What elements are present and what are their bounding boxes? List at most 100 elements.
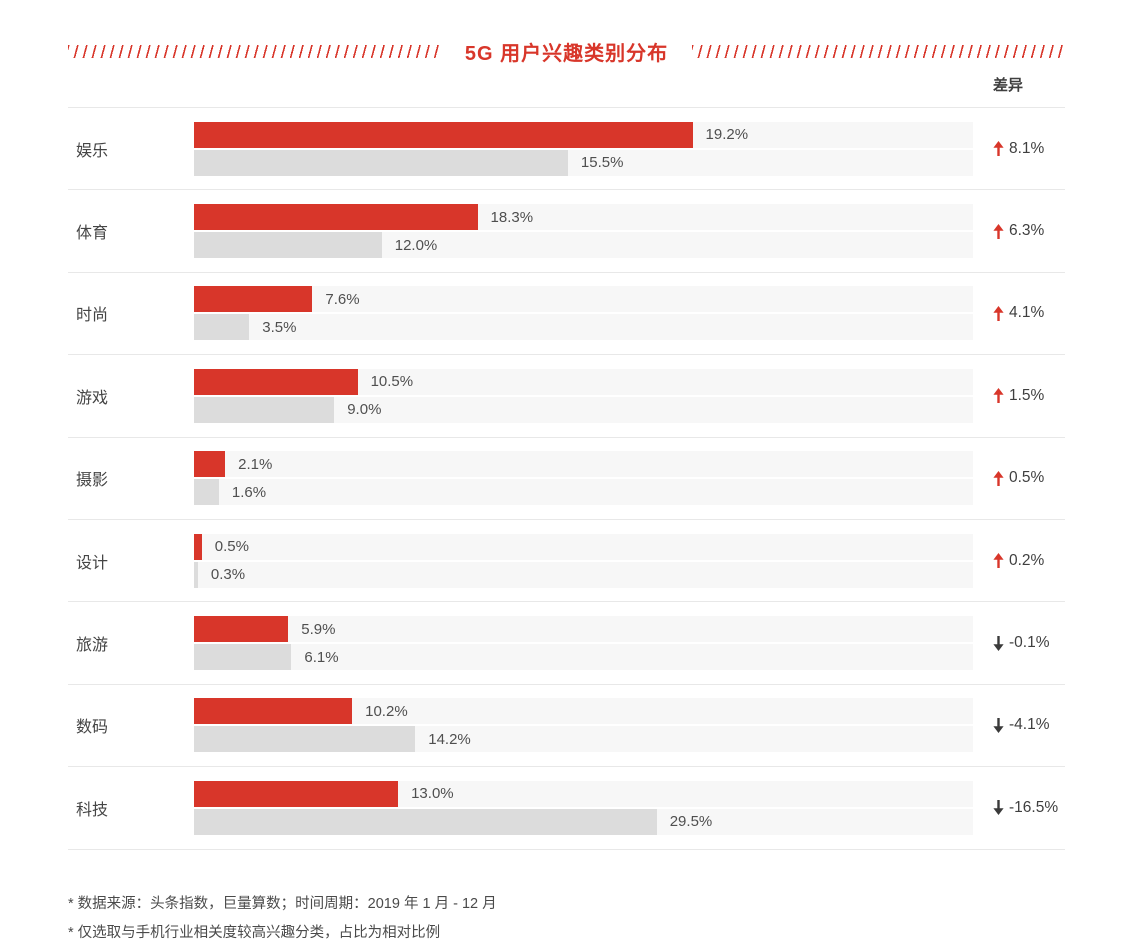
category-label: 娱乐 [76,142,109,160]
bar-track: 18.3% 12.0% [194,204,973,259]
gray-bar [194,644,292,671]
gray-bar [194,396,335,423]
gray-bar [194,149,568,176]
footnote-source: * 数据来源：头条指数，巨量算数；时间周期：2019 年 1 月 - 12 月 [68,895,497,912]
diff-value: 8.1% [973,140,1065,158]
diff-text: -0.1% [1009,634,1050,652]
bar-track: 0.5% 0.3% [194,533,973,588]
diff-text: -4.1% [1009,716,1050,734]
red-bar-value-label: 10.5% [370,373,414,391]
red-bar-value-label: 10.2% [365,702,408,720]
red-bar-lane: 13.0% [194,780,973,807]
arrow-down-icon [993,800,1004,816]
arrow-down-icon [993,635,1004,651]
hatch-decoration-left [68,44,441,58]
diff-text: 1.5% [1009,386,1045,404]
diff-text: 0.5% [1009,469,1045,487]
red-bar [194,286,313,313]
footnotes: * 数据来源：头条指数，巨量算数；时间周期：2019 年 1 月 - 12 月 … [68,890,1065,948]
chart-row: 科技 13.0% 29.5% -16.5% [68,767,1065,850]
red-bar-value-label: 19.2% [705,126,749,144]
chart-row: 娱乐 19.2% 15.5% 8.1% [68,108,1065,191]
gray-bar-value-label: 15.5% [580,154,624,172]
category-label: 科技 [76,801,109,819]
red-bar-lane: 2.1% [194,451,973,478]
arrow-down-icon [993,717,1004,733]
diff-text: -16.5% [1009,798,1059,816]
gray-bar-value-label: 9.0% [347,401,382,419]
diff-text: 4.1% [1009,304,1045,322]
red-bar-value-label: 18.3% [490,208,534,226]
gray-bar-lane: 0.3% [194,561,973,588]
arrow-up-icon [993,141,1004,157]
chart-title: 5G 用户兴趣类别分布 [464,42,669,65]
bar-track: 10.5% 9.0% [194,368,973,423]
red-bar [194,368,358,395]
diff-column-header: 差异 [993,77,1024,94]
red-bar-lane: 18.3% [194,204,973,231]
category-label: 摄影 [76,472,109,490]
gray-bar [194,314,250,341]
gray-bar-lane: 15.5% [194,149,973,176]
diff-value: -0.1% [973,634,1065,652]
gray-bar-lane: 9.0% [194,396,973,423]
bar-chart: 娱乐 19.2% 15.5% 8.1% [68,107,1065,850]
gray-bar-lane: 12.0% [194,232,973,259]
gray-bar-value-label: 0.3% [210,566,246,584]
gray-bar-lane: 3.5% [194,314,973,341]
hatch-decoration-right [692,44,1065,58]
diff-text: 6.3% [1009,222,1045,240]
chart-header: 5G 用户兴趣类别分布 [68,32,1065,70]
category-label: 体育 [76,225,109,243]
gray-bar-value-label: 29.5% [669,813,713,831]
red-bar-lane: 5.9% [194,616,973,643]
category-label: 游戏 [76,389,109,407]
gray-bar-lane: 29.5% [194,808,973,835]
gray-bar [194,479,219,506]
gray-bar-lane: 6.1% [194,644,973,671]
red-bar [194,204,478,231]
bar-track: 5.9% 6.1% [194,616,973,671]
gray-bar-value-label: 6.1% [304,648,339,666]
chart-row: 摄影 2.1% 1.6% 0.5% [68,438,1065,520]
chart-row: 设计 0.5% 0.3% 0.2% [68,520,1065,603]
red-bar-value-label: 7.6% [325,290,360,308]
arrow-up-icon [993,388,1004,404]
category-label: 数码 [76,719,109,737]
gray-bar-value-label: 3.5% [262,318,297,336]
red-bar [194,533,202,560]
chart-row: 体育 18.3% 12.0% 6.3% [68,190,1065,273]
red-bar [194,451,226,478]
diff-value: 0.5% [973,469,1065,487]
footnote-method: * 仅选取与手机行业相关度较高兴趣分类，占比为相对比例 [68,924,441,941]
diff-value: 6.3% [973,222,1065,240]
diff-value: -4.1% [973,716,1065,734]
red-bar-lane: 19.2% [194,121,973,148]
bar-track: 7.6% 3.5% [194,286,973,341]
category-label: 设计 [76,554,109,572]
gray-bar-lane: 14.2% [194,726,973,753]
chart-row: 游戏 10.5% 9.0% 1.5% [68,355,1065,438]
diff-value: 0.2% [973,552,1065,570]
red-bar [194,780,399,807]
arrow-up-icon [993,223,1004,239]
category-label: 时尚 [76,307,109,325]
diff-header-row: 差异 [68,74,1065,95]
red-bar-value-label: 5.9% [301,620,336,638]
diff-text: 8.1% [1009,139,1045,157]
red-bar-lane: 0.5% [194,533,973,560]
arrow-up-icon [993,305,1004,321]
red-bar-lane: 7.6% [194,286,973,313]
gray-bar [194,232,382,259]
chart-row: 旅游 5.9% 6.1% -0.1% [68,602,1065,685]
gray-bar-value-label: 12.0% [394,236,438,254]
diff-text: 0.2% [1009,551,1045,569]
gray-bar [194,561,198,588]
category-label: 旅游 [76,637,109,655]
gray-bar-lane: 1.6% [194,479,973,506]
arrow-up-icon [993,470,1004,486]
gray-bar [194,726,416,753]
red-bar [194,698,353,725]
red-bar-value-label: 13.0% [411,785,454,803]
